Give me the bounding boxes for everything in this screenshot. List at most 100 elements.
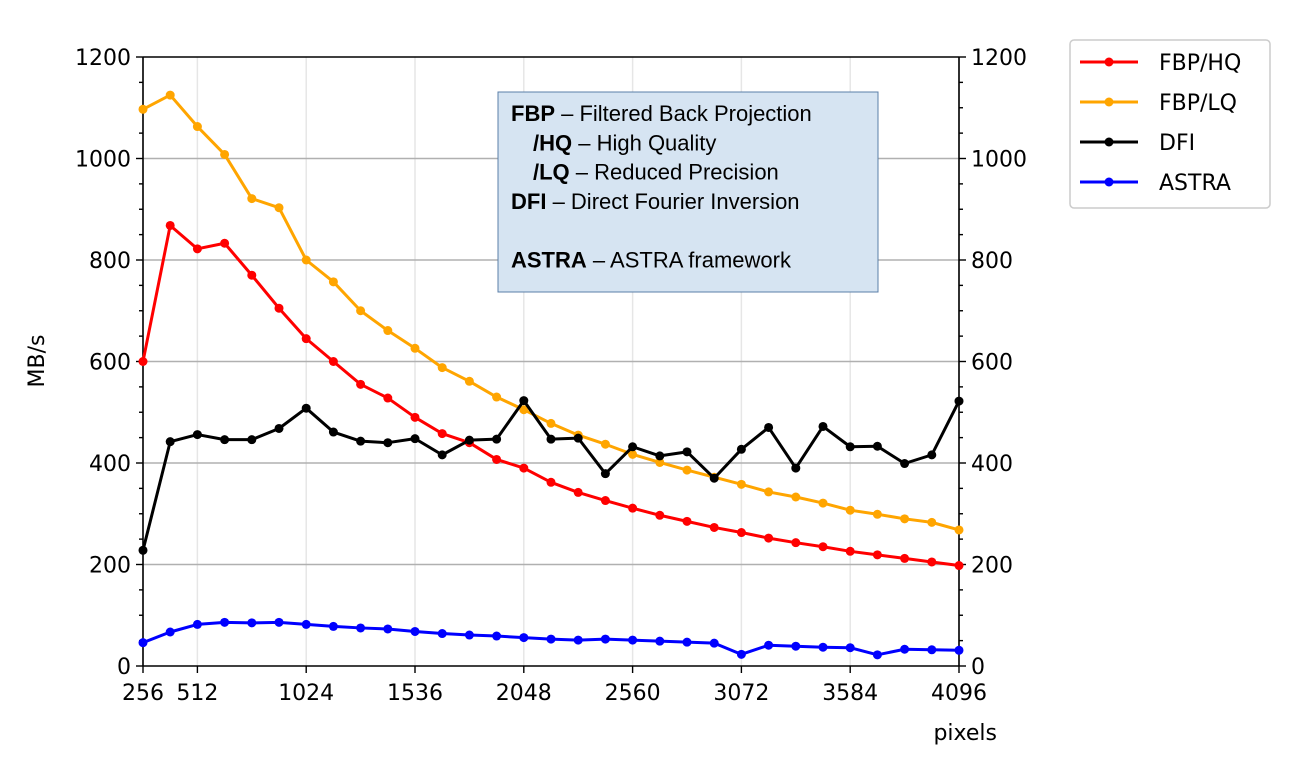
- data-point: [138, 357, 148, 366]
- data-point: [872, 550, 882, 560]
- y-tick-label: 400: [89, 452, 131, 477]
- data-point: [900, 644, 910, 654]
- data-point: [437, 450, 447, 460]
- data-point: [872, 650, 882, 660]
- data-point: [383, 326, 393, 336]
- data-point: [900, 553, 910, 563]
- x-tick-label: 4096: [931, 681, 987, 706]
- annotation-background: [497, 91, 879, 293]
- data-point: [301, 403, 311, 413]
- data-point: [301, 619, 311, 629]
- data-point: [138, 545, 148, 555]
- data-point: [818, 421, 828, 431]
- data-point: [845, 546, 855, 556]
- series-fbp-hq: [138, 220, 964, 571]
- legend-label: ASTRA: [1159, 171, 1231, 196]
- data-point: [818, 642, 828, 652]
- y-tick-label: 1200: [75, 46, 131, 71]
- data-point: [410, 343, 420, 353]
- legend-marker: [1104, 97, 1114, 107]
- data-point: [464, 630, 474, 640]
- data-point: [356, 379, 366, 389]
- data-point: [573, 433, 583, 443]
- data-point: [274, 617, 284, 627]
- data-point: [220, 238, 230, 248]
- data-point: [464, 435, 474, 445]
- data-point: [328, 357, 338, 366]
- data-point: [165, 220, 175, 230]
- legend-marker: [1104, 57, 1114, 67]
- data-point: [927, 450, 937, 460]
- data-point: [519, 396, 529, 406]
- annotation-term: /LQ: [533, 160, 570, 185]
- data-point: [655, 457, 665, 467]
- data-point: [247, 270, 257, 280]
- data-point: [546, 634, 556, 644]
- legend: FBP/HQ FBP/LQ DFI ASTRA: [1069, 39, 1271, 209]
- annotation-definition: – High Quality: [572, 130, 716, 155]
- y-tick-label: 600: [89, 351, 131, 376]
- data-point: [192, 430, 202, 440]
- data-point: [872, 509, 882, 519]
- data-point: [736, 479, 746, 489]
- y-tick-label: 0: [117, 655, 131, 680]
- data-point: [328, 427, 338, 437]
- x-tick-label: 2560: [605, 681, 661, 706]
- data-point: [220, 617, 230, 627]
- legend-box: [1069, 39, 1271, 209]
- data-point: [165, 90, 175, 100]
- data-point: [464, 376, 474, 386]
- data-point: [954, 561, 964, 571]
- annotation-term: FBP: [511, 101, 555, 126]
- data-point: [519, 463, 529, 473]
- data-point: [628, 442, 638, 452]
- data-point: [573, 635, 583, 645]
- data-point: [954, 525, 964, 535]
- series-dfi: [138, 396, 964, 555]
- data-point: [791, 538, 801, 548]
- data-point: [682, 447, 692, 457]
- annotation-definition: – Filtered Back Projection: [555, 101, 812, 126]
- data-point: [954, 645, 964, 655]
- data-point: [301, 255, 311, 265]
- data-point: [736, 649, 746, 659]
- legend-item: ASTRA: [1080, 171, 1231, 196]
- data-point: [192, 122, 202, 132]
- data-point: [138, 104, 148, 114]
- data-point: [274, 423, 284, 433]
- annotation-line: DFI – Direct Fourier Inversion: [511, 189, 800, 214]
- series-astra: [138, 617, 964, 660]
- legend-marker: [1104, 177, 1114, 187]
- x-axis-label: pixels: [933, 721, 997, 746]
- data-point: [301, 334, 311, 344]
- data-point: [709, 522, 719, 532]
- data-point: [818, 542, 828, 552]
- data-point: [383, 624, 393, 634]
- data-point: [410, 412, 420, 422]
- data-point: [791, 641, 801, 651]
- data-point: [628, 635, 638, 645]
- data-point: [356, 436, 366, 446]
- legend-marker: [1104, 137, 1114, 147]
- x-tick-label: 256: [122, 681, 164, 706]
- annotation-box: FBP – Filtered Back Projection/HQ – High…: [497, 91, 879, 293]
- y-right-tick-label: 400: [971, 452, 1013, 477]
- legend-label: FBP/LQ: [1159, 91, 1237, 116]
- data-point: [845, 643, 855, 653]
- annotation-definition: – Direct Fourier Inversion: [546, 189, 799, 214]
- annotation-line: /HQ – High Quality: [533, 130, 716, 155]
- annotation-definition: – ASTRA framework: [587, 248, 792, 273]
- data-point: [220, 149, 230, 159]
- data-point: [165, 627, 175, 637]
- y-right-tick-label: 600: [971, 351, 1013, 376]
- data-point: [628, 449, 638, 459]
- data-point: [356, 623, 366, 633]
- legend-label: FBP/HQ: [1159, 51, 1241, 76]
- data-point: [682, 516, 692, 526]
- data-point: [192, 244, 202, 254]
- data-point: [818, 498, 828, 508]
- data-point: [437, 629, 447, 639]
- data-point: [519, 633, 529, 643]
- data-point: [410, 626, 420, 636]
